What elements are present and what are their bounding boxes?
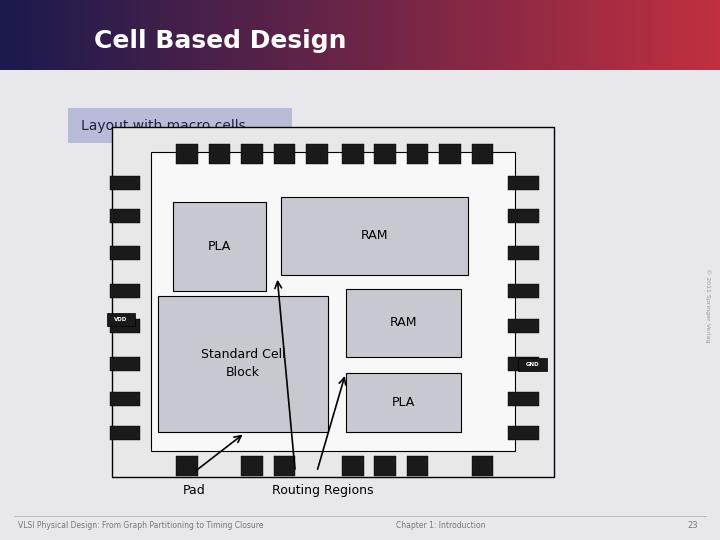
Bar [176, 144, 198, 164]
Bar [439, 144, 461, 164]
Text: Layout with macro cells: Layout with macro cells [81, 119, 246, 133]
Bar [508, 284, 539, 298]
Text: PLA: PLA [208, 240, 231, 253]
Bar [342, 144, 364, 164]
Text: Cell Based Design: Cell Based Design [94, 29, 346, 53]
Bar [374, 456, 396, 476]
Bar [508, 392, 539, 406]
Bar [112, 126, 554, 477]
Bar [176, 456, 198, 476]
Bar [110, 392, 140, 406]
Text: GND: GND [526, 362, 539, 367]
Text: RAM: RAM [361, 230, 388, 242]
Bar [342, 456, 364, 476]
Bar [110, 246, 140, 260]
Bar [346, 289, 461, 357]
Bar [508, 176, 539, 190]
Bar [110, 284, 140, 298]
Bar [508, 426, 539, 440]
Bar [107, 313, 135, 326]
Bar [274, 144, 295, 164]
Bar [508, 357, 539, 371]
Text: Routing Regions: Routing Regions [272, 484, 373, 497]
Bar [472, 456, 493, 476]
Text: Chapter 1: Introduction: Chapter 1: Introduction [396, 522, 485, 530]
Bar [274, 456, 295, 476]
Bar [508, 319, 539, 333]
Bar [209, 144, 230, 164]
Bar [508, 246, 539, 260]
Bar [151, 152, 515, 451]
Bar [508, 209, 539, 223]
Bar [110, 426, 140, 440]
Bar [241, 456, 263, 476]
Text: 23: 23 [688, 522, 698, 530]
Text: VLSI Physical Design: From Graph Partitioning to Timing Closure: VLSI Physical Design: From Graph Partiti… [18, 522, 264, 530]
Bar [407, 456, 428, 476]
Text: PLA: PLA [392, 396, 415, 409]
Text: © 2011 Springer Verlag: © 2011 Springer Verlag [705, 268, 711, 342]
Bar [374, 144, 396, 164]
Bar [241, 144, 263, 164]
Bar [281, 197, 468, 274]
Bar [110, 319, 140, 333]
Bar [158, 296, 328, 432]
Bar [346, 373, 461, 432]
Text: VDD: VDD [114, 317, 127, 322]
Text: Standard Cell
Block: Standard Cell Block [201, 348, 285, 379]
FancyBboxPatch shape [68, 108, 292, 143]
Bar [110, 357, 140, 371]
Bar [110, 209, 140, 223]
Bar [110, 176, 140, 190]
Text: RAM: RAM [390, 316, 417, 329]
Bar [472, 144, 493, 164]
Bar [518, 357, 547, 371]
Text: Pad: Pad [183, 484, 206, 497]
Bar [407, 144, 428, 164]
Bar [173, 202, 266, 291]
Bar [306, 144, 328, 164]
